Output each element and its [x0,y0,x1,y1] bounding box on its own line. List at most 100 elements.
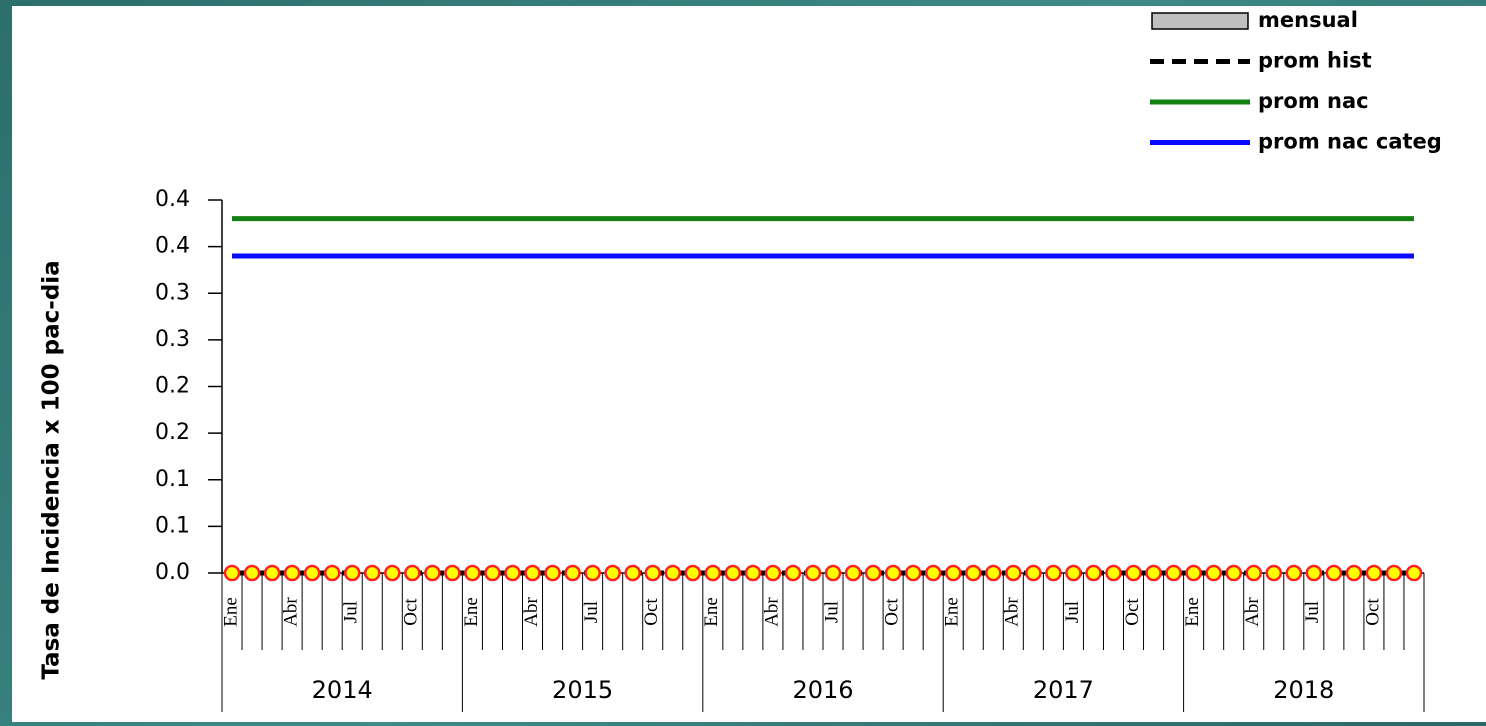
marker [343,564,361,582]
panel [12,6,1486,722]
marker [484,564,501,582]
year-label: 2016 [792,676,853,704]
marker [1105,564,1122,582]
y-tick-label: 0.2 [155,374,190,399]
x-tick-label: Jul [341,601,362,623]
marker [584,564,601,582]
y-tick-label: 0.0 [155,560,190,585]
marker [904,564,922,582]
y-tick-label: 0.3 [155,280,190,305]
marker [323,564,341,582]
year-label: 2014 [312,676,373,704]
marker [243,564,261,582]
marker [1165,564,1182,582]
marker [644,564,661,582]
x-tick-label: Ene [220,597,241,627]
marker [283,564,301,582]
legend-label: prom hist [1258,49,1372,73]
y-tick-label: 0.3 [155,327,190,352]
marker [864,564,882,582]
marker [1345,564,1363,582]
marker [303,564,321,582]
marker [884,564,902,582]
x-tick-label: Oct [641,598,662,626]
x-tick-label: Abr [280,597,301,627]
marker [564,564,581,582]
marker [1185,564,1202,582]
x-tick-label: Abr [521,597,542,627]
marker [1225,564,1242,582]
x-tick-label: Ene [942,597,963,627]
marker [1285,564,1303,582]
legend-label: mensual [1258,8,1358,32]
year-label: 2018 [1273,676,1334,704]
x-tick-label: Oct [1362,598,1383,626]
legend-swatch [1151,12,1249,30]
marker [844,564,862,582]
marker [1045,564,1062,582]
x-tick-label: Oct [1122,598,1143,626]
marker [985,564,1002,582]
marker [1325,564,1343,582]
marker [1385,564,1403,582]
marker [524,564,541,582]
x-tick-label: Jul [581,601,602,623]
marker [1125,564,1142,582]
marker [1065,564,1082,582]
marker [804,564,822,582]
x-tick-label: Ene [1182,597,1203,627]
marker [223,564,241,582]
marker [664,564,681,582]
marker [944,564,962,582]
legend-label: prom nac categ [1258,130,1442,154]
marker [544,564,561,582]
y-tick-label: 0.4 [155,187,190,212]
marker [924,564,942,582]
x-tick-label: Oct [881,598,902,626]
marker [424,564,441,582]
marker [764,564,782,582]
marker [1005,564,1022,582]
marker [1205,564,1222,582]
y-tick-label: 0.1 [155,513,190,538]
marker [1245,564,1262,582]
marker [724,564,742,582]
x-tick-label: Jul [1302,601,1323,623]
x-tick-label: Jul [1062,601,1083,623]
marker [1085,564,1102,582]
marker [1305,564,1323,582]
marker [1265,564,1282,582]
marker [263,564,281,582]
marker [704,564,722,582]
marker [1365,564,1383,582]
marker [364,564,381,582]
marker [1405,564,1423,582]
x-tick-label: Abr [1242,597,1263,627]
x-tick-label: Oct [401,598,422,626]
marker [824,564,842,582]
marker [965,564,982,582]
marker [504,564,521,582]
marker [404,564,421,582]
marker [444,564,461,582]
x-tick-label: Jul [821,601,842,623]
x-tick-label: Abr [1002,597,1023,627]
marker [1025,564,1042,582]
x-tick-label: Abr [761,597,782,627]
year-label: 2015 [552,676,613,704]
legend-label: prom nac [1258,89,1369,113]
x-tick-label: Ene [701,597,722,627]
marker [1145,564,1162,582]
marker [624,564,641,582]
marker [784,564,802,582]
y-tick-label: 0.2 [155,420,190,445]
year-label: 2017 [1033,676,1094,704]
marker [604,564,621,582]
y-axis-label: Tasa de Incidencia x 100 pac-dia [39,260,65,679]
marker [464,564,481,582]
y-tick-label: 0.4 [155,234,190,259]
marker [384,564,401,582]
marker [684,564,702,582]
